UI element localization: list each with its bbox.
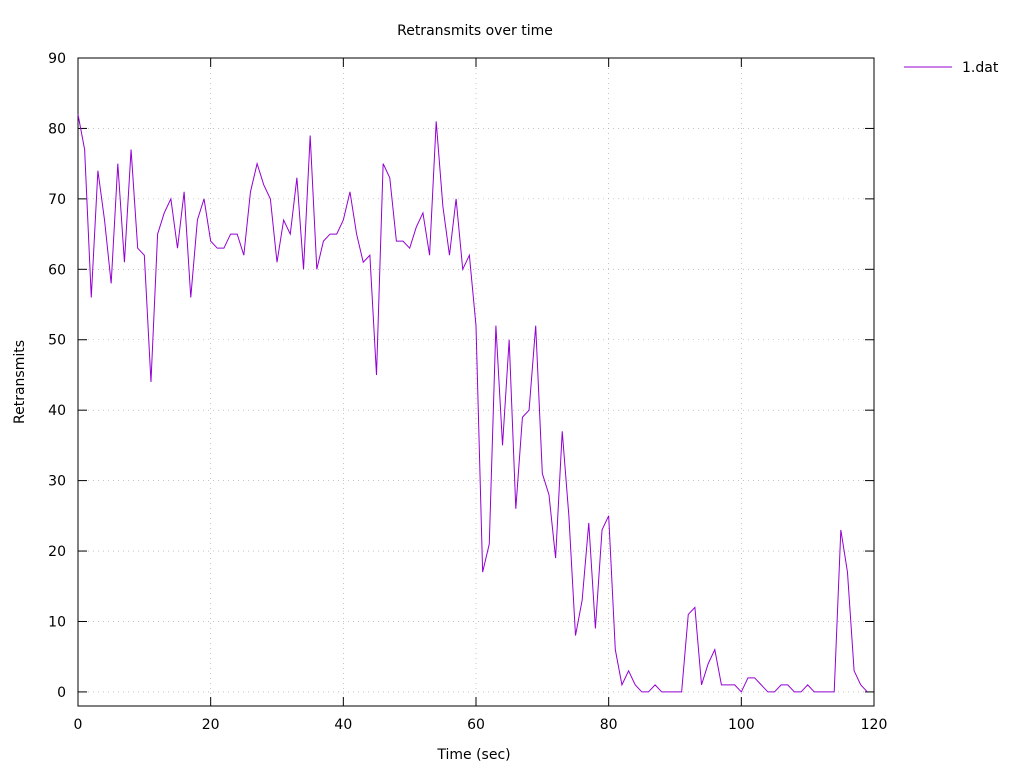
y-tick-label: 60 <box>48 262 66 278</box>
y-tick-label: 40 <box>48 403 66 419</box>
chart-title: Retransmits over time <box>397 23 553 39</box>
x-tick-label: 120 <box>861 717 888 733</box>
x-tick-label: 60 <box>467 717 485 733</box>
y-tick-label: 80 <box>48 121 66 137</box>
y-tick-label: 50 <box>48 333 66 349</box>
x-tick-label: 100 <box>728 717 755 733</box>
x-axis-title: Time (sec) <box>436 747 510 763</box>
x-tick-label: 40 <box>334 717 352 733</box>
y-axis-title: Retransmits <box>12 340 28 424</box>
axis-ticks: 0 10 20 30 40 50 60 70 80 90 0 20 40 60 80 100 120 <box>48 51 887 733</box>
y-tick-label: 0 <box>57 685 66 701</box>
x-tick-label: 80 <box>600 717 618 733</box>
y-tick-label: 30 <box>48 474 66 490</box>
y-tick-label: 70 <box>48 192 66 208</box>
x-tick-label: 20 <box>202 717 220 733</box>
grid <box>78 58 874 706</box>
y-tick-label: 20 <box>48 544 66 560</box>
series-line-1-dat <box>77 114 868 693</box>
x-tick-label: 0 <box>74 717 83 733</box>
y-tick-label: 10 <box>48 614 66 630</box>
series-layer <box>77 114 868 693</box>
y-tick-label: 90 <box>48 51 66 67</box>
legend: 1.dat <box>904 60 999 76</box>
legend-label-1-dat: 1.dat <box>962 60 999 76</box>
